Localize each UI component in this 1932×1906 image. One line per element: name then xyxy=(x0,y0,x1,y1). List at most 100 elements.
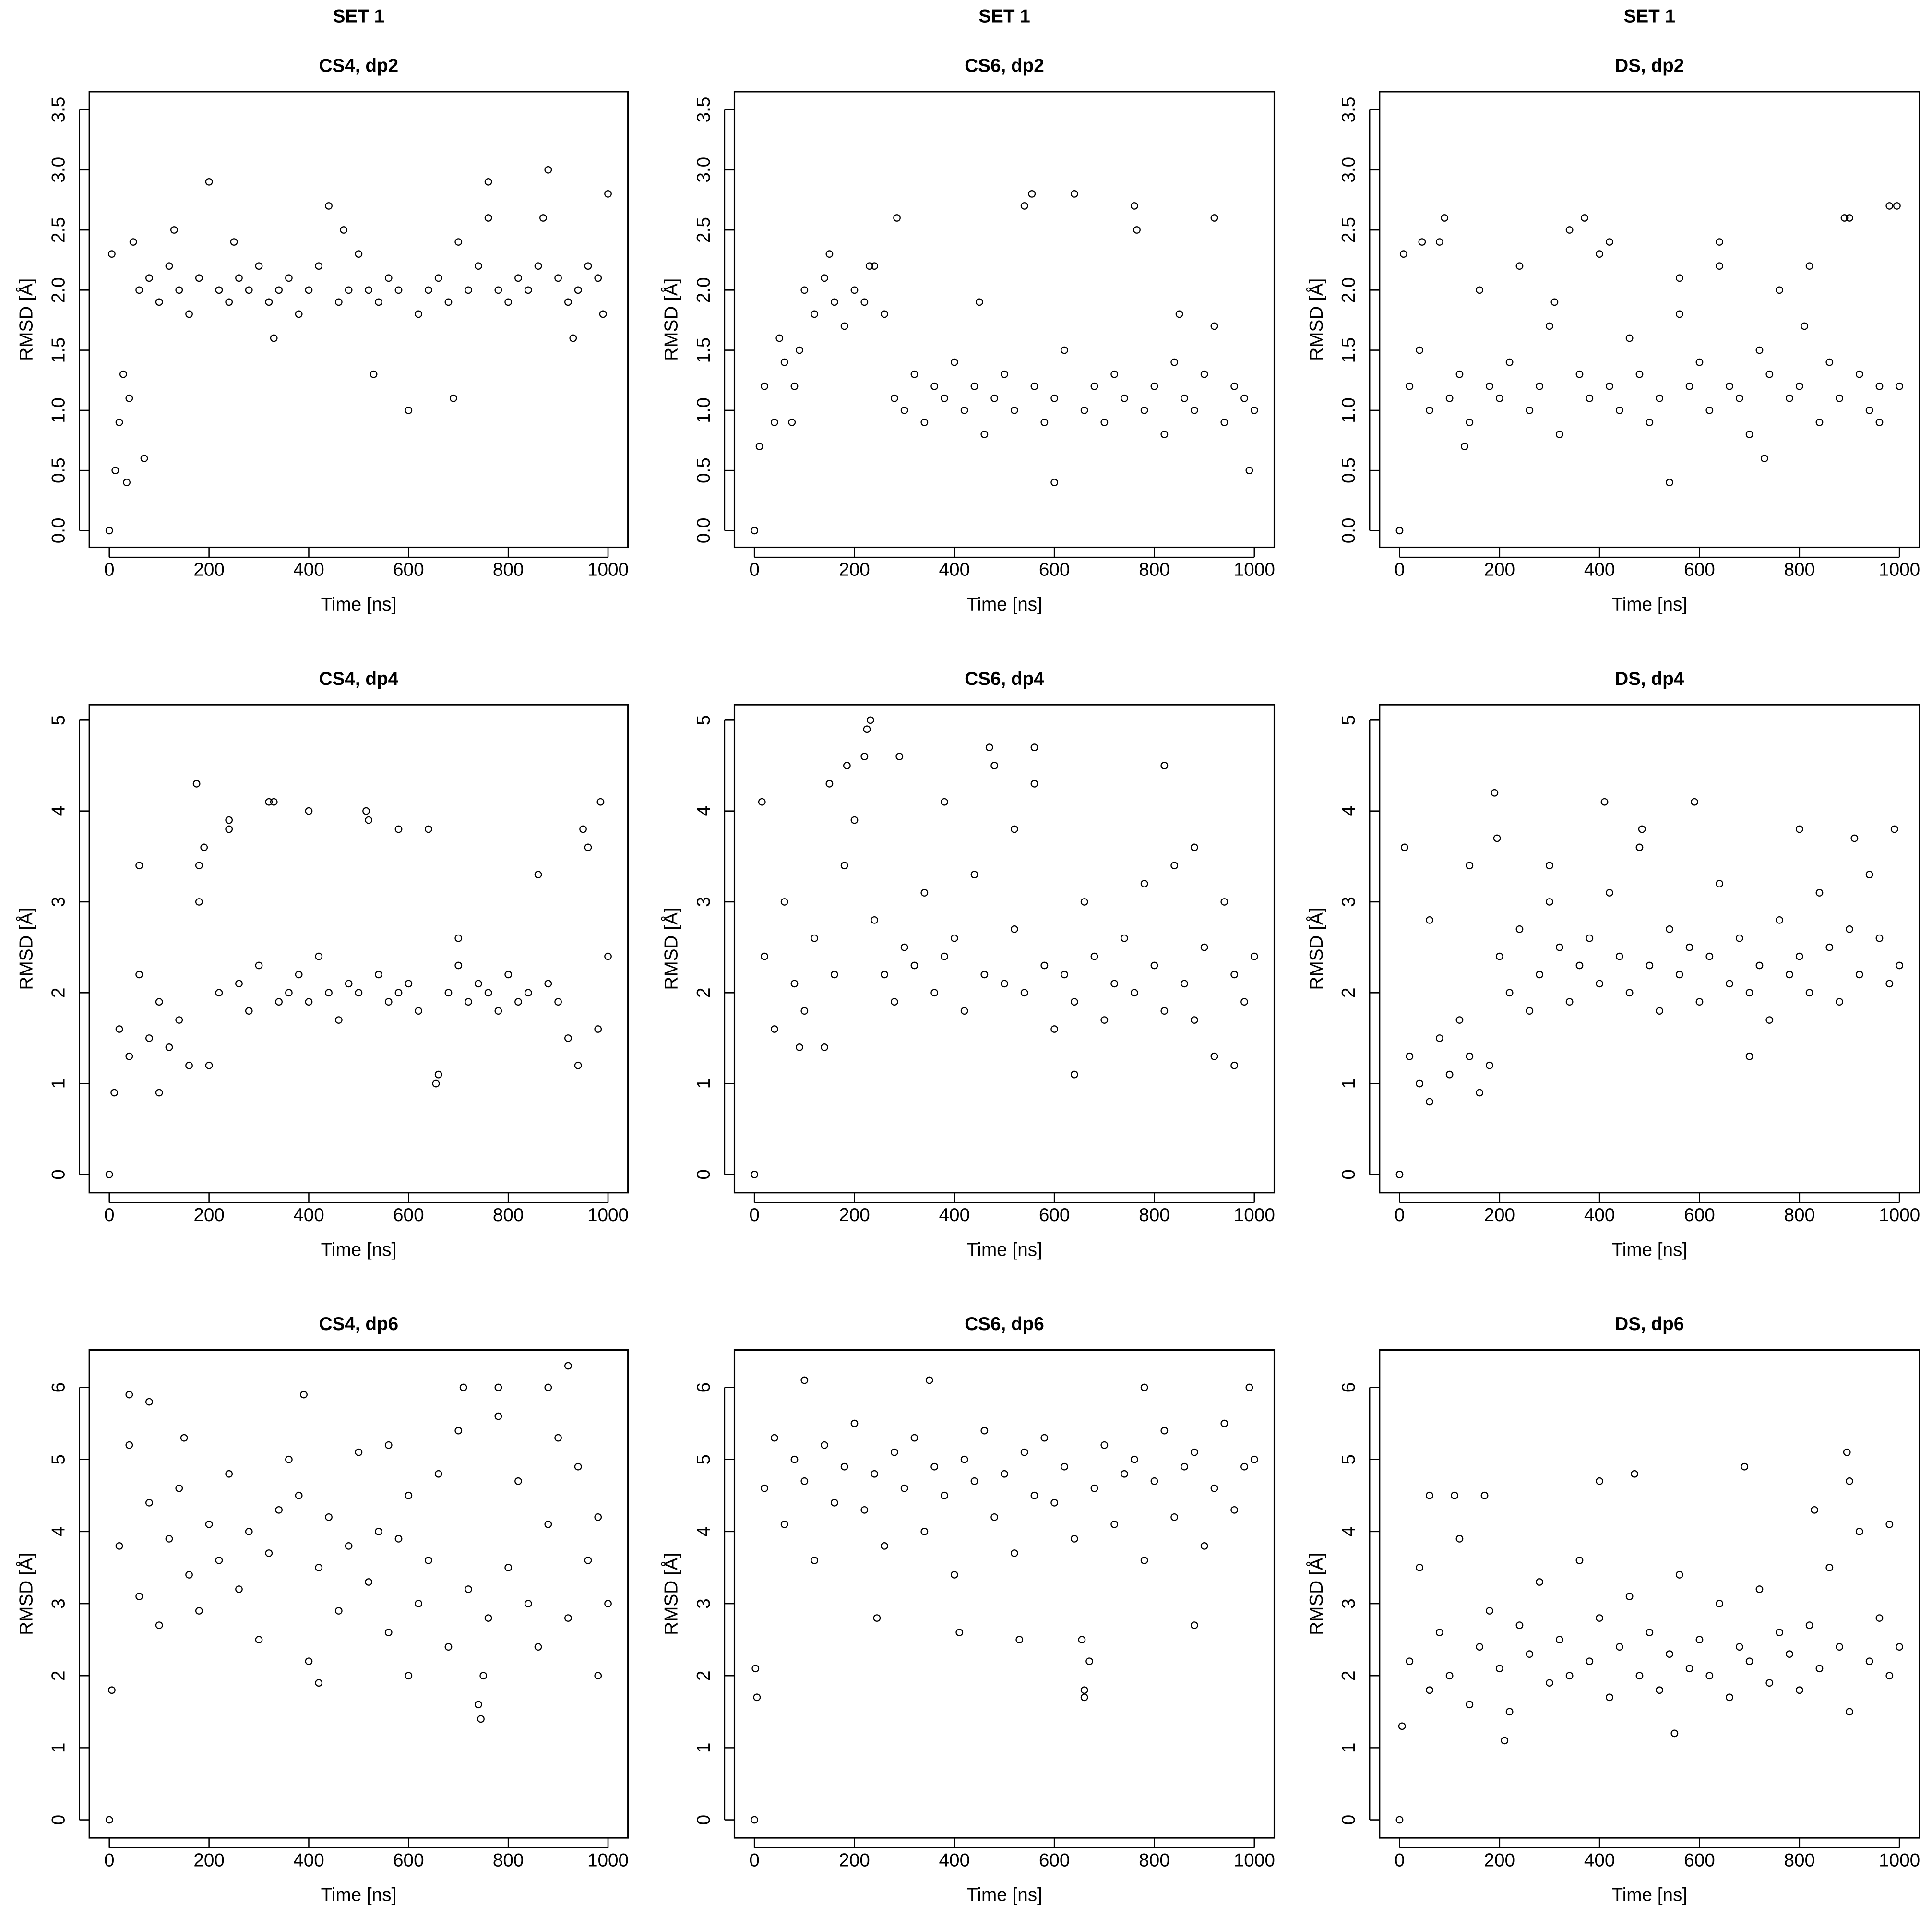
point xyxy=(325,989,333,997)
point xyxy=(405,406,413,414)
point xyxy=(1526,1650,1534,1658)
point xyxy=(108,1686,116,1694)
point xyxy=(1020,989,1028,997)
point xyxy=(1406,382,1414,390)
point xyxy=(1100,419,1109,426)
point xyxy=(494,286,502,294)
point xyxy=(275,286,283,294)
plot-frame xyxy=(733,91,1276,549)
point xyxy=(1160,431,1169,438)
point xyxy=(1865,406,1873,414)
y-tick-label: 2.0 xyxy=(48,277,69,303)
point xyxy=(890,1448,898,1456)
point xyxy=(1716,238,1723,246)
point xyxy=(1476,286,1484,294)
point xyxy=(1230,1061,1239,1069)
x-tick-label: 1000 xyxy=(1879,560,1920,580)
point xyxy=(941,1491,948,1499)
point xyxy=(544,166,552,174)
point xyxy=(1250,406,1258,414)
point xyxy=(1515,262,1524,270)
point xyxy=(1615,406,1623,414)
point xyxy=(1705,1672,1714,1680)
point xyxy=(1846,1477,1853,1485)
point xyxy=(494,1412,502,1420)
plot-frame xyxy=(88,1349,629,1839)
point xyxy=(554,998,562,1006)
y-tick-label: 5 xyxy=(1338,715,1359,726)
point xyxy=(180,1434,188,1442)
y-tick-label: 2.5 xyxy=(693,217,714,243)
point xyxy=(1850,834,1859,842)
y-tick-label: 2.5 xyxy=(48,217,69,243)
supertitle: SET 1 xyxy=(1624,6,1676,26)
point xyxy=(579,825,587,833)
point xyxy=(255,1636,263,1644)
point xyxy=(1596,980,1604,988)
point xyxy=(125,1441,133,1449)
point xyxy=(1426,1491,1433,1499)
x-tick-label: 800 xyxy=(1139,1850,1170,1870)
y-axis-label: RMSD [Å] xyxy=(661,278,682,361)
point xyxy=(751,527,759,535)
point xyxy=(155,1621,163,1629)
x-axis-label: Time [ns] xyxy=(321,594,397,615)
y-tick-label: 1.5 xyxy=(48,337,69,363)
y-tick-label: 5 xyxy=(1338,1454,1359,1465)
x-tick-label: 600 xyxy=(393,1205,424,1225)
point xyxy=(790,980,799,988)
point xyxy=(830,971,838,979)
point xyxy=(574,1462,582,1471)
point xyxy=(775,334,784,342)
point xyxy=(444,1643,453,1651)
point xyxy=(1546,322,1553,330)
point xyxy=(1210,1052,1218,1060)
point xyxy=(863,725,871,733)
point xyxy=(594,274,602,282)
y-axis-label: RMSD [Å] xyxy=(1306,1553,1327,1635)
point xyxy=(1606,889,1613,897)
point xyxy=(941,394,948,402)
x-tick-label: 0 xyxy=(749,1205,760,1225)
point xyxy=(1776,286,1783,294)
point xyxy=(255,961,263,970)
point xyxy=(564,1614,572,1622)
point xyxy=(1565,226,1574,234)
y-tick-label: 3.0 xyxy=(693,157,714,183)
point xyxy=(770,1434,778,1442)
point xyxy=(1656,394,1663,402)
supertitle: SET 1 xyxy=(978,6,1030,26)
point xyxy=(825,779,834,788)
point xyxy=(1726,1693,1733,1702)
point xyxy=(384,998,393,1006)
point xyxy=(1435,1034,1443,1042)
point xyxy=(843,762,851,769)
point xyxy=(1691,798,1698,806)
point xyxy=(494,1007,502,1015)
point xyxy=(1466,862,1474,870)
point xyxy=(135,862,143,870)
y-tick-label: 6 xyxy=(693,1382,714,1393)
point xyxy=(788,419,796,426)
point xyxy=(1445,394,1454,402)
point xyxy=(1795,952,1803,960)
point xyxy=(1030,743,1038,752)
point xyxy=(165,1043,173,1051)
point xyxy=(900,943,908,951)
point xyxy=(544,980,552,988)
point xyxy=(1160,1007,1169,1015)
point xyxy=(1010,925,1018,933)
x-tick-label: 800 xyxy=(1784,1850,1815,1870)
point xyxy=(866,716,874,724)
point xyxy=(1555,943,1563,951)
point xyxy=(1416,346,1424,354)
point xyxy=(1631,1470,1638,1478)
point xyxy=(1466,1052,1474,1060)
y-tick-label: 1.0 xyxy=(48,397,69,423)
x-tick-label: 800 xyxy=(1784,560,1815,580)
point xyxy=(751,1665,760,1673)
point xyxy=(355,1448,363,1456)
point xyxy=(1090,382,1098,390)
point xyxy=(554,1434,562,1442)
